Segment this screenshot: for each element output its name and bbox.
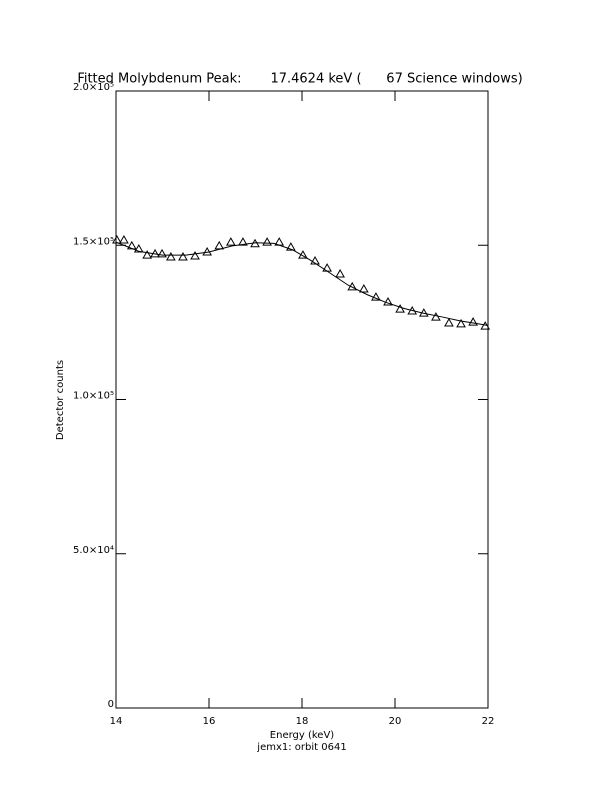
data-point (112, 234, 122, 244)
x-tick-label: 14 (110, 716, 123, 727)
data-point (133, 243, 144, 253)
data-point (468, 317, 478, 326)
subtitle: jemx1: orbit 0641 (256, 742, 346, 753)
data-point (335, 268, 345, 278)
data-point (444, 317, 454, 327)
y-tick-label: 1.5×10⁵ (73, 236, 114, 247)
data-point (322, 263, 332, 272)
data-point (358, 284, 369, 293)
data-point (262, 237, 272, 246)
chart-title: Fitted Molybdenum Peak: 17.4624 keV ( 67… (77, 72, 522, 87)
y-tick-label: 1.0×10⁵ (73, 391, 114, 402)
y-tick-label: 5.0×10⁴ (73, 545, 114, 556)
data-point (166, 251, 176, 261)
data-point (157, 248, 167, 258)
y-axis-label: Detector counts (55, 360, 66, 440)
data-point (238, 237, 248, 246)
plot-frame (115, 90, 489, 709)
data-point (214, 240, 225, 250)
data-point (119, 234, 129, 244)
data-point (285, 242, 296, 251)
x-tick-label: 22 (482, 716, 495, 727)
fit-line (115, 241, 489, 326)
data-point (371, 292, 381, 301)
x-tick-label: 18 (296, 716, 309, 727)
data-point (190, 251, 200, 260)
data-point (456, 318, 466, 328)
data-point (142, 250, 153, 259)
data-point (383, 297, 393, 306)
data-point (310, 255, 320, 265)
x-tick-label: 20 (389, 716, 402, 727)
y-tick-label: 2.0×10⁵ (73, 82, 114, 93)
y-tick-label: 0 (108, 699, 114, 710)
data-point (395, 304, 405, 313)
x-axis-label: Energy (keV) (270, 730, 335, 741)
data-point (225, 237, 236, 246)
data-point (431, 312, 441, 321)
x-tick-label: 16 (203, 716, 216, 727)
data-point (178, 251, 188, 261)
